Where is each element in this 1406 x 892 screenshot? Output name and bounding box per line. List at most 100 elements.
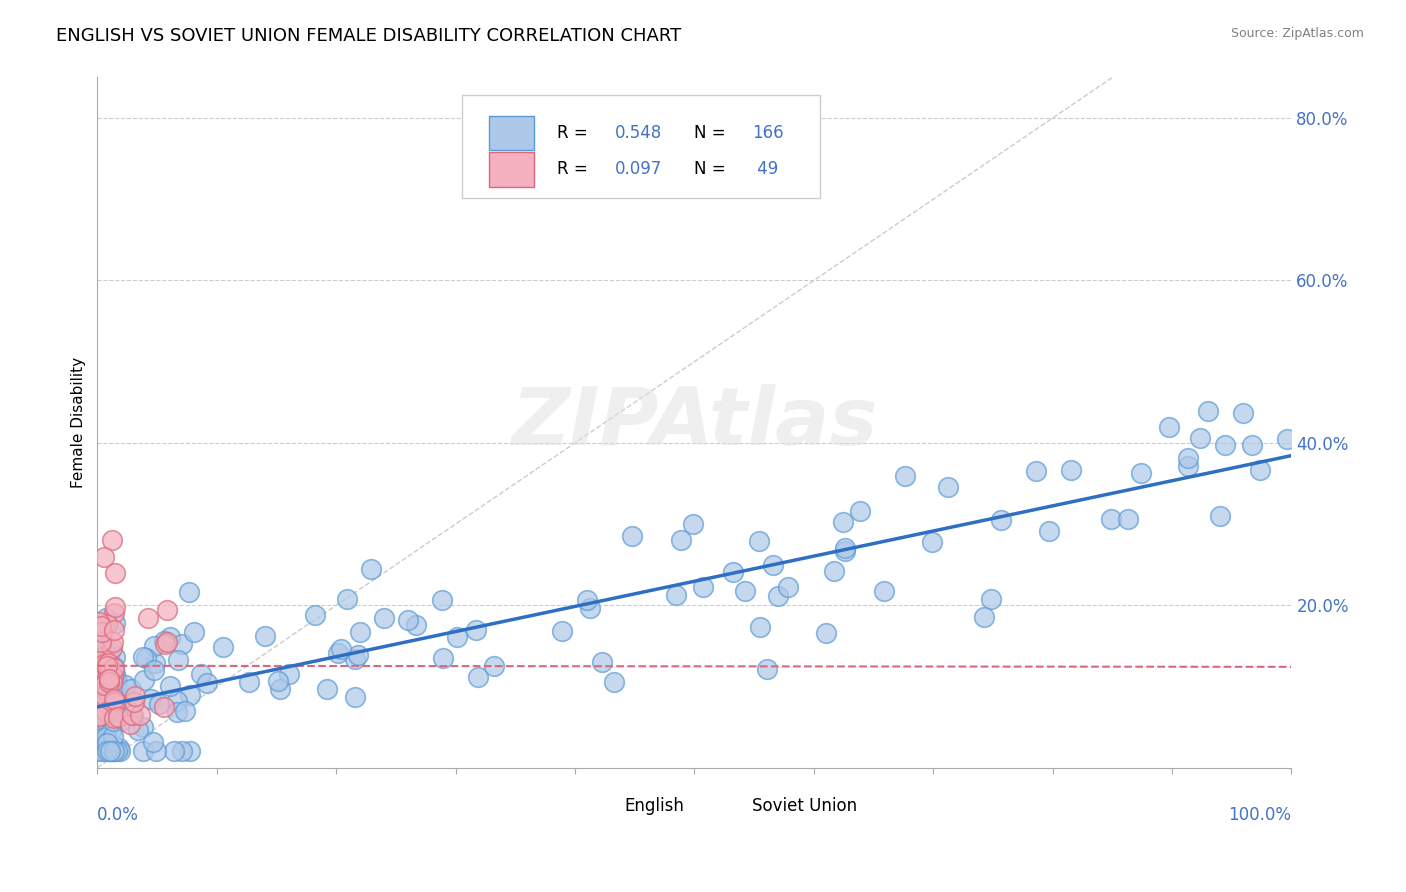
Point — [98, 744, 121, 758]
Text: ENGLISH VS SOVIET UNION FEMALE DISABILITY CORRELATION CHART: ENGLISH VS SOVIET UNION FEMALE DISABILIT… — [56, 27, 682, 45]
Point — [103, 660, 125, 674]
Point — [98, 694, 121, 708]
Point — [93, 718, 115, 732]
Point — [90, 664, 112, 678]
Point — [97, 672, 120, 686]
Text: 0.0%: 0.0% — [97, 805, 139, 823]
Point — [183, 624, 205, 639]
Point — [104, 671, 127, 685]
Point — [1129, 466, 1152, 480]
Text: 0.548: 0.548 — [614, 124, 662, 142]
Point — [432, 651, 454, 665]
Point — [98, 693, 121, 707]
Point — [98, 683, 121, 698]
Point — [1177, 459, 1199, 474]
Point — [1240, 438, 1263, 452]
Point — [103, 635, 125, 649]
Point — [98, 676, 121, 690]
Point — [104, 566, 127, 580]
Point — [1060, 463, 1083, 477]
Text: 100.0%: 100.0% — [1229, 805, 1292, 823]
Point — [430, 592, 453, 607]
Point — [1213, 437, 1236, 451]
Point — [170, 744, 193, 758]
Point — [94, 611, 117, 625]
Point — [96, 616, 118, 631]
Point — [100, 706, 122, 720]
Point — [103, 623, 125, 637]
Text: 49: 49 — [752, 161, 778, 178]
Point — [108, 744, 131, 758]
Point — [155, 603, 177, 617]
Point — [89, 652, 111, 666]
Point — [100, 744, 122, 758]
Point — [143, 663, 166, 677]
Point — [170, 637, 193, 651]
Point — [762, 558, 785, 573]
Point — [132, 744, 155, 758]
Text: Source: ZipAtlas.com: Source: ZipAtlas.com — [1230, 27, 1364, 40]
Point — [103, 659, 125, 673]
Point — [93, 690, 115, 704]
Point — [938, 480, 960, 494]
Point — [405, 618, 427, 632]
Point — [98, 744, 121, 758]
Point — [143, 656, 166, 670]
Point — [575, 593, 598, 607]
Point — [734, 584, 756, 599]
Point — [166, 705, 188, 719]
Point — [831, 515, 853, 529]
Point — [105, 744, 128, 758]
Point — [98, 649, 121, 664]
FancyBboxPatch shape — [591, 798, 617, 814]
Point — [90, 619, 112, 633]
Point — [103, 670, 125, 684]
Point — [91, 744, 114, 758]
Point — [93, 690, 115, 705]
Point — [179, 744, 201, 758]
Point — [148, 697, 170, 711]
Point — [349, 624, 371, 639]
Point — [278, 666, 301, 681]
Point — [90, 652, 112, 666]
Point — [107, 710, 129, 724]
Point — [103, 744, 125, 758]
Point — [269, 681, 291, 696]
Point — [849, 504, 872, 518]
Point — [467, 670, 489, 684]
Text: N =: N = — [695, 161, 731, 178]
Point — [755, 662, 778, 676]
Point — [100, 675, 122, 690]
Point — [93, 668, 115, 682]
Text: R =: R = — [557, 124, 593, 142]
Point — [343, 690, 366, 704]
Point — [97, 675, 120, 690]
Point — [101, 641, 124, 656]
Point — [579, 601, 602, 615]
Point — [446, 630, 468, 644]
Point — [980, 592, 1002, 607]
Point — [97, 721, 120, 735]
Point — [96, 735, 118, 749]
FancyBboxPatch shape — [718, 798, 745, 814]
Point — [90, 708, 112, 723]
Point — [87, 673, 110, 688]
Point — [145, 744, 167, 758]
Point — [96, 744, 118, 758]
FancyBboxPatch shape — [461, 95, 820, 198]
Point — [173, 704, 195, 718]
Point — [94, 673, 117, 687]
Point — [211, 640, 233, 654]
Point — [108, 741, 131, 756]
Point — [152, 633, 174, 648]
Point — [108, 700, 131, 714]
Point — [747, 533, 769, 548]
Point — [195, 675, 218, 690]
Point — [136, 611, 159, 625]
Point — [692, 581, 714, 595]
Point — [142, 735, 165, 749]
Point — [98, 741, 121, 756]
Point — [94, 695, 117, 709]
Point — [98, 644, 121, 658]
Point — [139, 692, 162, 706]
